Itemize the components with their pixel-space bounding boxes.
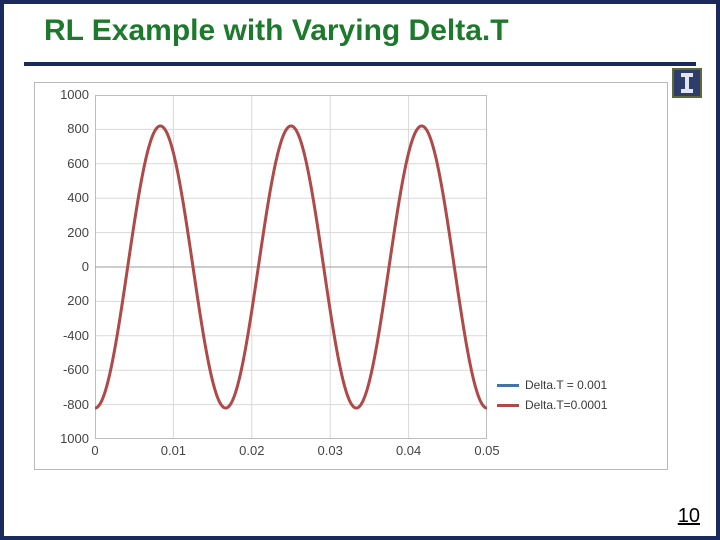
y-tick-label: -800 [45,397,89,412]
y-tick-label: 1000 [45,431,89,446]
title-row: RL Example with Varying Delta.T [4,4,716,54]
chart-legend: Delta.T = 0.001 Delta.T=0.0001 [497,375,607,415]
title-rule [24,62,696,66]
y-tick-label: -600 [45,362,89,377]
y-tick-label: 400 [45,190,89,205]
y-tick-label: 200 [45,293,89,308]
y-tick-label: 800 [45,121,89,136]
legend-item: Delta.T = 0.001 [497,375,607,395]
x-tick-label: 0 [91,443,98,458]
chart-container: Delta.T = 0.001 Delta.T=0.0001 1000 800 600… [34,82,668,470]
slide-frame: RL Example with Varying Delta.T Delta.T … [0,0,720,540]
legend-swatch [497,404,519,407]
x-tick-label: 0.05 [474,443,499,458]
legend-swatch [497,384,519,387]
x-tick-label: 0.01 [161,443,186,458]
y-tick-label: 600 [45,156,89,171]
legend-label: Delta.T=0.0001 [525,398,607,412]
y-tick-label: -400 [45,328,89,343]
slide-title: RL Example with Varying Delta.T [44,14,716,48]
legend-item: Delta.T=0.0001 [497,395,607,415]
legend-label: Delta.T = 0.001 [525,378,607,392]
chart-plot-area [95,95,487,439]
y-tick-label: 200 [45,225,89,240]
university-logo [672,68,702,98]
x-tick-label: 0.03 [318,443,343,458]
x-tick-label: 0.02 [239,443,264,458]
page-number: 10 [678,505,700,528]
y-tick-label: 1000 [45,87,89,102]
x-tick-label: 0.04 [396,443,421,458]
logo-i-icon [679,72,695,94]
y-tick-label: 0 [45,259,89,274]
